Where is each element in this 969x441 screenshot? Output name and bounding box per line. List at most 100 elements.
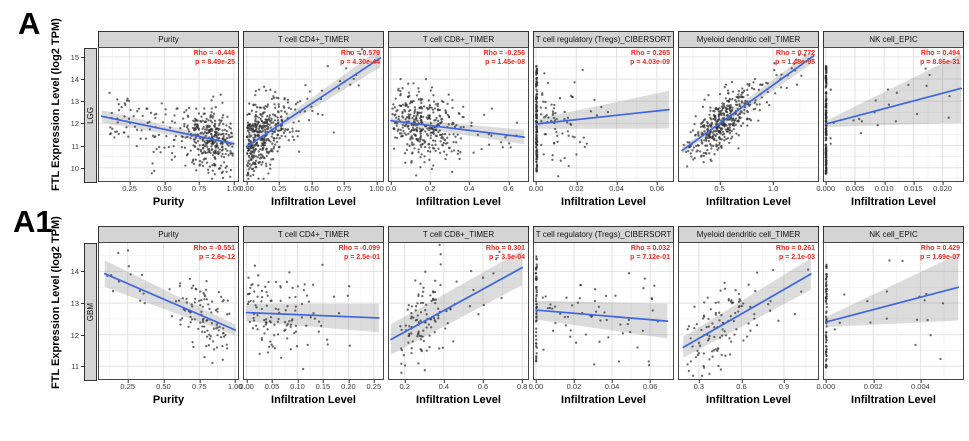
x-tick-label: 1.00 — [369, 182, 384, 193]
data-point — [825, 275, 828, 278]
data-point — [199, 303, 202, 307]
data-point — [246, 121, 250, 124]
data-point — [274, 143, 277, 146]
data-point — [263, 156, 266, 160]
data-point — [202, 291, 205, 295]
data-point — [700, 121, 704, 125]
data-point — [222, 138, 225, 141]
data-point — [294, 103, 297, 106]
data-point — [886, 88, 890, 91]
data-point — [205, 161, 209, 164]
data-point — [603, 311, 606, 314]
data-point — [803, 54, 806, 57]
data-point — [200, 152, 204, 155]
data-point — [722, 112, 725, 115]
data-point — [263, 318, 266, 322]
data-point — [214, 309, 218, 312]
data-point — [413, 106, 416, 109]
scatter-points — [534, 255, 660, 367]
data-point — [183, 146, 187, 149]
data-point — [266, 294, 269, 297]
data-point — [257, 120, 260, 123]
data-point — [222, 122, 225, 126]
scatter-plot-svg — [99, 48, 238, 181]
data-point — [215, 346, 219, 349]
data-point — [535, 165, 539, 168]
data-point — [197, 112, 201, 115]
data-point — [421, 301, 425, 305]
data-point — [220, 146, 224, 149]
trend-line — [681, 54, 815, 152]
data-point — [246, 172, 250, 175]
data-point — [416, 119, 419, 122]
data-point — [143, 301, 146, 305]
data-point — [901, 259, 904, 263]
data-point — [230, 152, 233, 155]
data-point — [715, 126, 718, 129]
data-point — [200, 299, 203, 302]
data-point — [398, 132, 402, 135]
data-point — [269, 163, 272, 166]
data-point — [708, 136, 711, 140]
data-point — [915, 112, 919, 116]
data-point — [251, 327, 255, 330]
data-point — [727, 123, 731, 126]
data-point — [556, 134, 559, 137]
data-point — [699, 150, 702, 153]
data-point — [718, 129, 721, 133]
data-point — [291, 286, 294, 290]
data-point — [727, 297, 730, 301]
data-point — [438, 133, 442, 137]
data-point — [203, 131, 207, 134]
data-point — [394, 97, 397, 100]
data-point — [414, 134, 417, 137]
data-point — [824, 359, 828, 362]
data-point — [697, 134, 700, 137]
data-point — [269, 340, 272, 343]
data-point — [428, 104, 432, 107]
data-point — [434, 298, 437, 301]
data-point — [573, 136, 576, 139]
data-point — [326, 343, 329, 346]
data-point — [718, 107, 721, 110]
data-point — [429, 89, 432, 92]
facet-panel: Purity Rho = -0.446 p = 8.49e-25 0.25 0.50 0.… — [98, 31, 241, 208]
data-point — [427, 128, 430, 132]
data-point — [627, 318, 631, 322]
data-point — [401, 123, 404, 127]
data-point — [205, 117, 208, 120]
data-point — [492, 272, 495, 275]
data-point — [278, 129, 281, 132]
data-point — [859, 131, 863, 135]
data-point — [833, 328, 836, 331]
data-point — [416, 111, 419, 114]
data-point — [716, 129, 719, 132]
data-point — [595, 114, 599, 117]
data-point — [152, 150, 155, 154]
data-point — [286, 101, 290, 104]
data-point — [191, 305, 194, 308]
data-point — [282, 131, 286, 135]
data-point — [400, 328, 403, 332]
x-tick-labels: 0.0 0.2 0.4 0.6 — [386, 182, 529, 195]
data-point — [535, 121, 538, 124]
data-point — [431, 127, 435, 131]
data-point — [643, 277, 646, 280]
data-point — [824, 92, 827, 95]
data-point — [457, 149, 460, 152]
data-point — [228, 126, 231, 129]
data-point — [701, 105, 705, 108]
data-point — [925, 84, 928, 87]
data-point — [573, 81, 576, 84]
data-point — [259, 117, 262, 121]
data-point — [187, 115, 190, 118]
data-point — [217, 290, 221, 294]
trend-line — [103, 272, 236, 331]
data-point — [398, 104, 401, 107]
data-point — [825, 302, 828, 305]
data-point — [699, 125, 703, 128]
data-point — [265, 290, 268, 294]
panel-strip-title: T cell CD4+_TIMER — [243, 31, 384, 48]
data-point — [429, 122, 432, 125]
data-point — [271, 345, 274, 348]
